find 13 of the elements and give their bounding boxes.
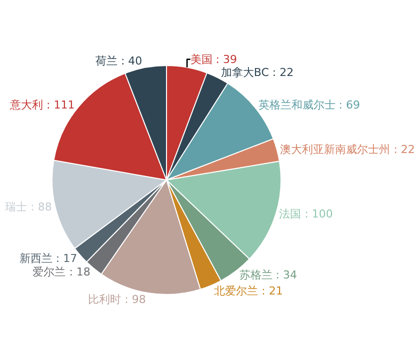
slice-label: 英格兰和威尔士 : 69: [258, 98, 360, 112]
slice-label: 苏格兰 : 34: [239, 268, 297, 282]
slice-label: 比利时 : 98: [88, 293, 146, 306]
slice-label: 瑞士 : 88: [5, 200, 52, 214]
slice-label: 新西兰 : 17: [19, 252, 78, 265]
slice-label: 美国 : 39: [190, 52, 237, 66]
slice-label: 澳大利亚新南威尔士州 : 22: [280, 142, 415, 156]
slice-label: 荷兰 : 40: [95, 54, 142, 68]
slice-label: 爱尔兰 : 18: [32, 266, 90, 279]
slice-label: 加拿大BC : 22: [220, 66, 294, 79]
slice-label: 法国 : 100: [279, 208, 333, 221]
slice-label: 意大利 : 111: [9, 98, 75, 112]
slice-label: 北爱尔兰 : 21: [214, 284, 283, 298]
